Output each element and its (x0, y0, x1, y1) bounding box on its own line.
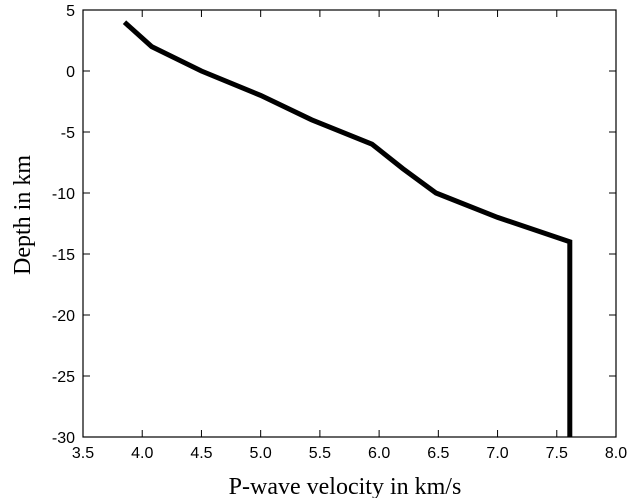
x-tick-label: 8.0 (605, 445, 627, 462)
x-tick-label: 5.5 (309, 445, 331, 462)
y-tick-label: -5 (61, 125, 75, 142)
y-tick-label: -25 (52, 369, 75, 386)
x-tick-label: 7.0 (486, 445, 508, 462)
x-tick-label: 4.5 (190, 445, 212, 462)
y-tick-label: -15 (52, 247, 75, 264)
y-axis-ticks: 5 0 -5 -10 -15 -20 -25 -30 (52, 3, 616, 447)
x-tick-label: 5.0 (250, 445, 272, 462)
y-tick-label: -20 (52, 308, 75, 325)
x-tick-label: 4.0 (131, 445, 153, 462)
x-tick-label: 3.5 (72, 445, 94, 462)
plot-area (82, 9, 617, 438)
x-axis-title: P-wave velocity in km/s (229, 474, 462, 498)
x-tick-label: 6.5 (427, 445, 449, 462)
y-tick-label: -30 (52, 430, 75, 447)
y-tick-label: 0 (66, 64, 75, 81)
x-axis-ticks: 3.5 4.0 4.5 5.0 5.5 6.0 6.5 7.0 7.5 8.0 (72, 10, 627, 462)
velocity-profile-line (122, 20, 573, 437)
y-tick-label: -10 (52, 186, 75, 203)
y-axis-title: Depth in km (10, 155, 36, 275)
x-tick-label: 6.0 (368, 445, 390, 462)
y-tick-label: 5 (66, 3, 75, 20)
x-tick-label: 7.5 (546, 445, 568, 462)
